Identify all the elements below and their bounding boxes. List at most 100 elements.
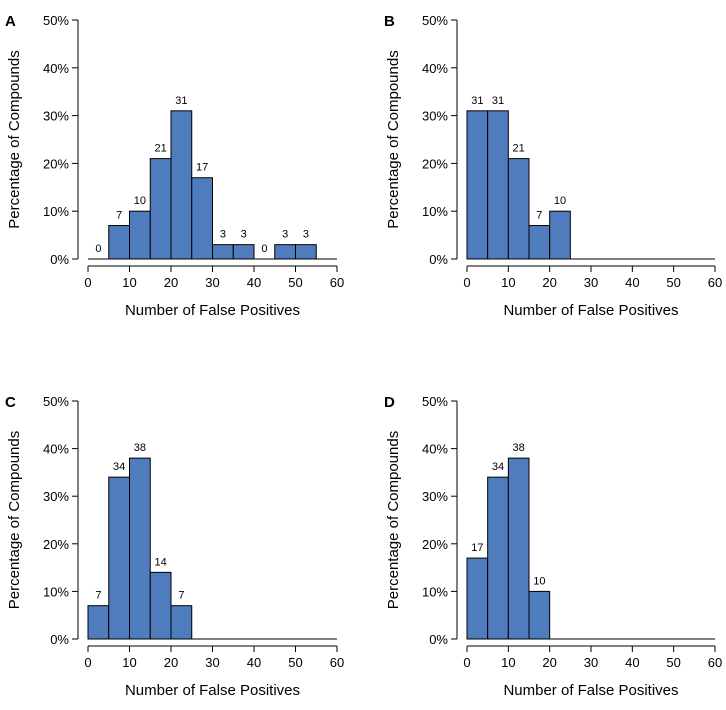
panel-a-bar (191, 177, 213, 260)
panel-a-x-tick-label: 50 (288, 275, 302, 290)
panel-c-bar (108, 476, 130, 640)
panel-a-x-tick-label: 30 (205, 275, 219, 290)
panel-a-x-axis-title: Number of False Positives (125, 302, 300, 319)
panel-c-x-tick-label: 10 (122, 655, 136, 670)
panel-a-bar (129, 210, 151, 260)
panel-a-bar-label: 3 (303, 229, 309, 241)
panel-b-y-tick-label: 50% (422, 13, 448, 28)
panel-d-y-tick-label: 30% (422, 489, 448, 504)
panel-c-bar-label: 14 (155, 556, 167, 568)
panel-c-x-tick-label: 50 (288, 655, 302, 670)
panel-b-x-tick-label: 0 (463, 275, 470, 290)
panel-b-bar (507, 158, 530, 260)
panel-b-bar (466, 110, 489, 260)
panel-b-y-tick-label: 20% (422, 156, 448, 171)
panel-a-bar (212, 244, 234, 260)
panel-a-bar (274, 244, 296, 260)
panel-d-bar-label: 34 (492, 461, 504, 473)
panel-d-x-tick-label: 20 (542, 655, 556, 670)
panel-a-x-tick-label: 0 (84, 275, 91, 290)
panel-a-y-tick-label: 50% (43, 13, 69, 28)
panel-d-bar (466, 557, 489, 640)
panel-a-bar (149, 158, 172, 260)
panel-d-y-tick-label: 20% (422, 537, 448, 552)
panel-c-bar (170, 605, 193, 640)
panel-c-y-tick-label: 30% (43, 489, 69, 504)
panel-b-x-tick-label: 40 (625, 275, 639, 290)
panel-a-bar (232, 244, 255, 260)
panel-c-bar (129, 457, 151, 640)
panel-c-y-tick-label: 40% (43, 442, 69, 457)
panel-c-x-axis-title: Number of False Positives (125, 682, 300, 699)
panel-c-bar-label: 34 (113, 461, 125, 473)
panel-b-x-tick-label: 50 (666, 275, 680, 290)
panel-c-x-tick-label: 60 (330, 655, 344, 670)
panel-d-x-tick-label: 50 (666, 655, 680, 670)
panel-d-letter: D (384, 394, 395, 411)
panel-c-x-tick-label: 0 (84, 655, 91, 670)
panel-b-x-tick-label: 20 (542, 275, 556, 290)
panel-b-x-tick-label: 30 (584, 275, 598, 290)
panel-d-x-axis-title: Number of False Positives (503, 682, 678, 699)
panel-b-bar-label: 31 (492, 95, 504, 107)
panel-b-bar-label: 10 (554, 195, 566, 207)
panel-d-y-tick-label: 40% (422, 442, 448, 457)
panel-c-bar-label: 38 (134, 442, 146, 454)
panel-a-y-tick-label: 20% (43, 156, 69, 171)
panel-b-y-tick-label: 30% (422, 109, 448, 124)
panel-b-bar (528, 225, 551, 260)
panel-c-bar (149, 571, 172, 640)
panel-d-y-tick-label: 0% (429, 632, 448, 647)
panel-d-bar (507, 457, 530, 640)
panel-a-bar-label: 0 (261, 243, 267, 255)
panel-c-y-axis-title: Percentage of Compounds (6, 431, 23, 609)
panel-a-bar-label: 10 (134, 195, 146, 207)
panel-d-y-tick-label: 10% (422, 584, 448, 599)
panel-d-y-axis-title: Percentage of Compounds (385, 431, 402, 609)
panel-a-x-tick-label: 40 (247, 275, 261, 290)
panel-b-bar-label: 21 (513, 143, 525, 155)
panel-a-x-tick-label: 60 (330, 275, 344, 290)
panel-d-bar (528, 590, 551, 640)
panel-d-bar-label: 38 (513, 442, 525, 454)
panel-c-letter: C (5, 394, 16, 411)
panel-a-bar-label: 3 (241, 229, 247, 241)
panel-b-bar (487, 110, 509, 260)
panel-d-x-tick-label: 60 (708, 655, 722, 670)
panel-d-bar (487, 476, 509, 640)
panel-c-x-tick-label: 30 (205, 655, 219, 670)
panel-a-y-tick-label: 0% (50, 252, 69, 267)
panel-b-bar-label: 7 (536, 210, 542, 222)
panel-d-x-tick-label: 40 (625, 655, 639, 670)
panel-a-bar-label: 17 (196, 162, 208, 174)
panel-c-y-tick-label: 0% (50, 632, 69, 647)
panel-c-x-tick-label: 40 (247, 655, 261, 670)
panel-d-x-tick-label: 10 (501, 655, 515, 670)
panel-d-bar-label: 10 (533, 575, 545, 587)
panel-d-bar-label: 17 (471, 542, 483, 554)
panel-a-letter: A (5, 13, 16, 30)
panel-a-bar (108, 225, 130, 260)
panel-a-y-tick-label: 10% (43, 204, 69, 219)
panel-b-bar (549, 210, 571, 260)
panel-c-y-tick-label: 50% (43, 394, 69, 409)
panel-b-y-tick-label: 10% (422, 204, 448, 219)
panel-a-bar-label: 3 (282, 229, 288, 241)
panel-a-x-tick-label: 10 (122, 275, 136, 290)
panel-b-x-tick-label: 10 (501, 275, 515, 290)
panel-a-y-tick-label: 30% (43, 109, 69, 124)
panel-b-y-tick-label: 40% (422, 61, 448, 76)
panel-a-bar-label: 3 (220, 229, 226, 241)
panel-c-bar-label: 7 (95, 590, 101, 602)
panel-a-x-tick-label: 20 (164, 275, 178, 290)
panel-d-y-tick-label: 50% (422, 394, 448, 409)
panel-a-bar (170, 110, 193, 260)
panel-b-x-axis-title: Number of False Positives (503, 302, 678, 319)
panel-b-x-tick-label: 60 (708, 275, 722, 290)
panel-c-bar (87, 605, 110, 640)
panel-c-x-tick-label: 20 (164, 655, 178, 670)
panel-c-y-tick-label: 10% (43, 584, 69, 599)
panel-a-bar (295, 244, 317, 260)
panel-a-bar-label: 31 (175, 95, 187, 107)
